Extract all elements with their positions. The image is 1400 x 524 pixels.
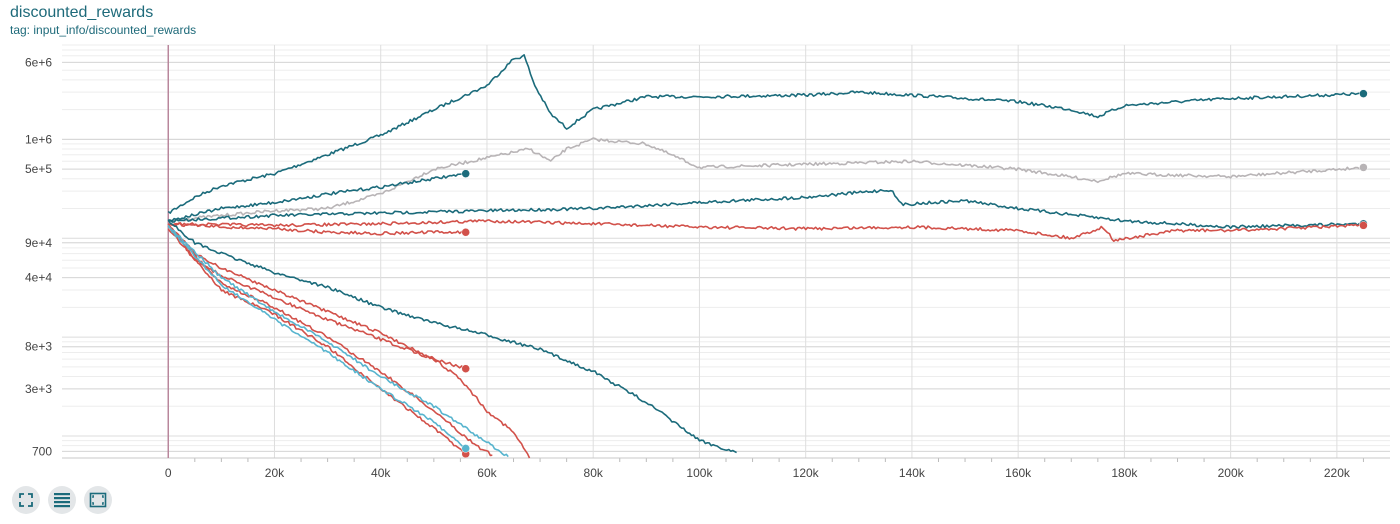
y-tick-label: 4e+4	[25, 271, 52, 285]
series-end-marker-7	[461, 364, 470, 373]
x-tick-label: 80k	[584, 466, 604, 480]
series-line-11	[167, 224, 509, 458]
series-line-10	[167, 228, 467, 455]
series-line-12	[167, 225, 467, 450]
chart-card-tag: tag: input_info/discounted_rewards	[10, 23, 197, 37]
expand-chart-button[interactable]	[84, 486, 112, 514]
x-tick-label: 120k	[793, 466, 820, 480]
chart-grid	[62, 44, 1390, 459]
series-end-marker-5	[461, 228, 470, 237]
y-tick-label: 8e+3	[25, 340, 52, 354]
y-tick-label: 6e+6	[25, 55, 52, 69]
x-tick-label: 220k	[1324, 466, 1351, 480]
x-tick-label: 0	[165, 466, 172, 480]
y-tick-label: 3e+3	[25, 382, 52, 396]
x-tick-label: 160k	[1005, 466, 1032, 480]
toggle-log-scale-icon	[54, 493, 70, 508]
x-tick-label: 180k	[1111, 466, 1138, 480]
chart-axes: 700 3e+3 8e+3 4e+4 9e+4 5e+5 1e+6 6e+6 0 20k 40k 60…	[25, 45, 1390, 480]
chart-card-title: discounted_rewards	[10, 4, 154, 21]
x-tick-label: 40k	[371, 466, 391, 480]
series-line-3	[168, 189, 1364, 229]
fit-domain-icon	[19, 493, 33, 507]
series-line-1	[167, 137, 1364, 222]
x-tick-label: 20k	[265, 466, 285, 480]
y-tick-label: 5e+5	[25, 162, 52, 176]
series-end-marker-12	[461, 444, 470, 453]
series-end-marker-0	[1359, 89, 1368, 98]
y-tick-label: 1e+6	[25, 132, 52, 146]
y-tick-label: 9e+4	[25, 236, 52, 250]
chart-series	[167, 54, 1368, 459]
series-line-5	[168, 222, 467, 236]
series-end-marker-1	[1359, 163, 1368, 172]
y-tick-label: 700	[32, 444, 52, 458]
toggle-log-scale-button[interactable]	[48, 486, 76, 514]
series-line-7	[167, 223, 466, 371]
fit-domain-button[interactable]	[12, 486, 40, 514]
x-tick-label: 100k	[686, 466, 713, 480]
series-line-6	[167, 219, 737, 454]
series-line-9	[167, 225, 493, 457]
series-line-0	[167, 54, 1364, 214]
series-end-marker-2	[461, 169, 470, 178]
x-tick-label: 140k	[899, 466, 926, 480]
line-chart[interactable]: 700 3e+3 8e+3 4e+4 9e+4 5e+5 1e+6 6e+6 0 20k 40k 60…	[0, 0, 1400, 480]
series-end-marker-4	[1359, 221, 1368, 230]
series-line-8	[167, 223, 531, 459]
series-line-2	[168, 172, 466, 222]
x-tick-label: 200k	[1218, 466, 1245, 480]
x-tick-label: 60k	[477, 466, 497, 480]
expand-chart-icon	[89, 492, 107, 508]
series-line-4	[167, 219, 1364, 242]
